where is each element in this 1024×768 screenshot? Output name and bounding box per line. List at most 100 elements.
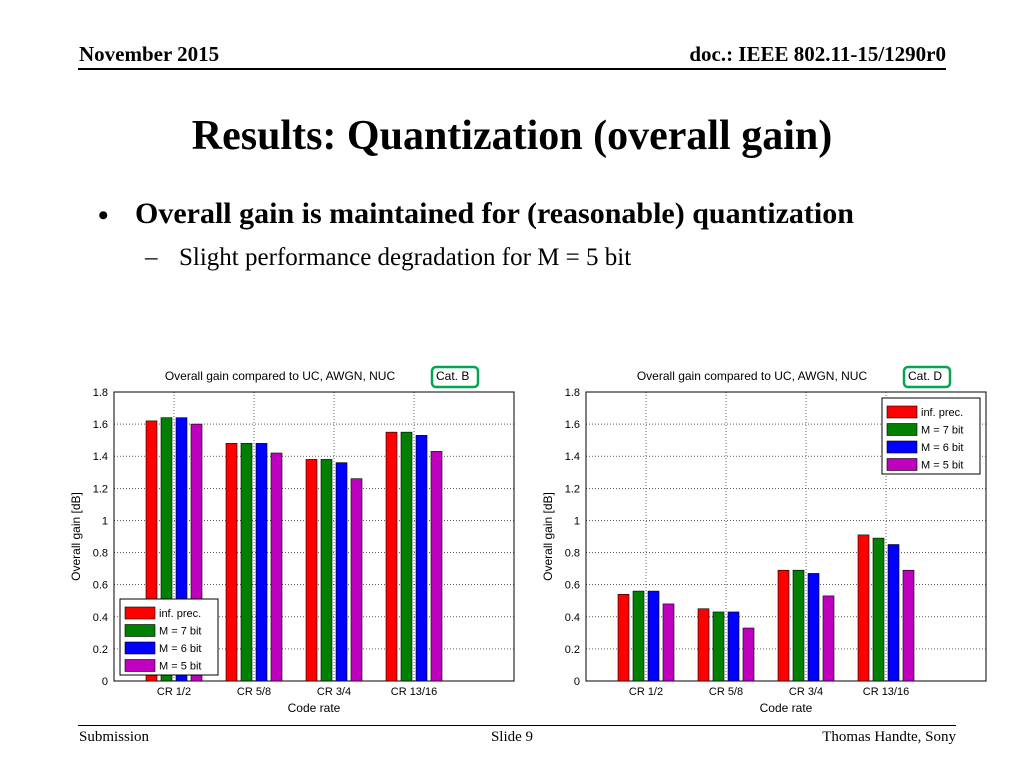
y-tick-label: 1.2 xyxy=(93,483,108,495)
chart-cat-b: 0 0.2 0.4 0.6 0.8 1 1.2 1.4 1.6 1.8 CR 1/2 CR 5/8 CR… xyxy=(64,362,524,727)
x-tick-label: CR 13/16 xyxy=(391,686,437,698)
x-tick-label: CR 3/4 xyxy=(789,686,823,698)
bar xyxy=(255,443,268,682)
bar xyxy=(335,462,348,682)
y-tick-label: 1.6 xyxy=(93,419,108,431)
y-tick-label: 0.8 xyxy=(93,548,108,560)
bar xyxy=(240,443,253,682)
y-tick-label: 0.2 xyxy=(93,644,108,656)
y-tick-label: 0.2 xyxy=(565,644,580,656)
chart-cat-b-svg: 0 0.2 0.4 0.6 0.8 1 1.2 1.4 1.6 1.8 CR 1/2 CR 5/8 CR… xyxy=(69,365,515,715)
x-tick-label: CR 1/2 xyxy=(629,686,663,698)
legend-swatch xyxy=(124,606,156,620)
bar xyxy=(145,420,158,682)
chart-title: Overall gain compared to UC, AWGN, NUC xyxy=(637,369,868,383)
bar xyxy=(415,435,428,682)
y-tick-label: 1.8 xyxy=(565,387,580,399)
bar xyxy=(792,569,805,682)
bar xyxy=(270,452,283,682)
legend-swatch xyxy=(886,423,918,436)
legend-label: M = 5 bit xyxy=(159,661,202,673)
slide-title: Results: Quantization (overall gain) xyxy=(191,113,833,159)
bar xyxy=(887,544,900,682)
header-rule xyxy=(78,68,946,70)
y-axis-label: Overall gain [dB] xyxy=(541,492,555,581)
chart-cat-d: 0 0.2 0.4 0.6 0.8 1 1.2 1.4 1.6 1.8 CR 1/2 CR 5/8 CR… xyxy=(536,362,996,727)
y-tick-label: 1 xyxy=(574,515,580,527)
legend-label: M = 7 bit xyxy=(921,425,964,437)
y-tick-label: 1.8 xyxy=(93,387,108,399)
y-tick-label: 1 xyxy=(102,515,108,527)
y-tick-label: 0 xyxy=(574,676,580,688)
header-date: November 2015 xyxy=(79,42,220,66)
chart-title-tag: Cat. D xyxy=(908,369,942,383)
highlight-box xyxy=(902,365,952,389)
legend-label: M = 6 bit xyxy=(921,442,964,454)
bar xyxy=(902,569,915,682)
y-axis-label: Overall gain [dB] xyxy=(69,492,83,581)
chart-title: Overall gain compared to UC, AWGN, NUC xyxy=(165,369,396,383)
y-tick-label: 0.8 xyxy=(565,548,580,560)
chart-title-tag: Cat. B xyxy=(436,369,469,383)
x-tick-label: CR 13/16 xyxy=(863,686,909,698)
footer-rule xyxy=(78,725,956,726)
chart-title-group: Overall gain compared to UC, AWGN, NUC Ca… xyxy=(637,365,952,389)
bar xyxy=(742,627,755,682)
sub-bullet-marker: – xyxy=(145,244,158,271)
y-tick-label: 1.6 xyxy=(565,419,580,431)
bar xyxy=(320,459,333,682)
footer-submission: Submission xyxy=(79,729,150,745)
bar xyxy=(350,478,363,682)
y-tick-label: 0.6 xyxy=(93,580,108,592)
chart-title-highlight: Cat. B xyxy=(430,365,480,389)
bar xyxy=(822,595,835,682)
legend: inf. prec. M = 7 bit M = 6 bit M = 5 bit xyxy=(119,598,219,676)
bullet-text: Overall gain is maintained for (reasonab… xyxy=(135,197,854,230)
bar xyxy=(385,431,398,682)
bar xyxy=(697,608,710,682)
sub-bullet-text: Slight performance degradation for M = 5… xyxy=(179,244,632,271)
footer-slide-number: Slide 9 xyxy=(490,729,534,745)
x-tick-label: CR 1/2 xyxy=(157,686,191,698)
x-tick-label: CR 3/4 xyxy=(317,686,351,698)
bar xyxy=(727,611,740,682)
legend: inf. prec. M = 7 bit M = 6 bit M = 5 bit xyxy=(881,397,981,475)
bar xyxy=(175,417,188,682)
bar xyxy=(160,417,173,682)
bar xyxy=(190,423,203,682)
header-doc-id: doc.: IEEE 802.11-15/1290r0 xyxy=(689,42,946,66)
legend-label: M = 5 bit xyxy=(921,460,964,472)
x-axis-label: Code rate xyxy=(760,701,813,715)
bar xyxy=(872,537,885,682)
legend-label: inf. prec. xyxy=(159,608,201,620)
legend-swatch xyxy=(124,641,156,655)
bar xyxy=(225,443,238,682)
bar xyxy=(807,573,820,682)
legend-swatch xyxy=(124,624,156,637)
legend-swatch xyxy=(886,405,918,419)
legend-swatch xyxy=(124,659,156,672)
chart-title-group: Overall gain compared to UC, AWGN, NUC Ca… xyxy=(165,365,480,389)
x-axis-label: Code rate xyxy=(288,701,341,715)
bar xyxy=(617,594,630,682)
y-tick-label: 1.4 xyxy=(93,451,108,463)
legend-swatch xyxy=(886,440,918,454)
bar xyxy=(632,590,645,682)
chart-cat-d-svg: 0 0.2 0.4 0.6 0.8 1 1.2 1.4 1.6 1.8 CR 1/2 CR 5/8 CR… xyxy=(541,365,987,715)
bar xyxy=(662,603,675,682)
y-tick-label: 1.4 xyxy=(565,451,580,463)
x-tick-label: CR 5/8 xyxy=(237,686,271,698)
chart-title-highlight: Cat. D xyxy=(902,365,952,389)
legend-label: M = 7 bit xyxy=(159,626,202,638)
bar xyxy=(857,534,870,682)
legend-label: inf. prec. xyxy=(921,407,963,419)
footer-author: Thomas Handte, Sony xyxy=(822,729,956,745)
y-tick-label: 0 xyxy=(102,676,108,688)
bar xyxy=(712,611,725,682)
legend-swatch xyxy=(886,458,918,471)
y-tick-label: 1.2 xyxy=(565,483,580,495)
bar xyxy=(400,431,413,682)
x-tick-label: CR 5/8 xyxy=(709,686,743,698)
y-tick-label: 0.4 xyxy=(565,612,580,624)
bullet-marker: • xyxy=(98,199,109,232)
